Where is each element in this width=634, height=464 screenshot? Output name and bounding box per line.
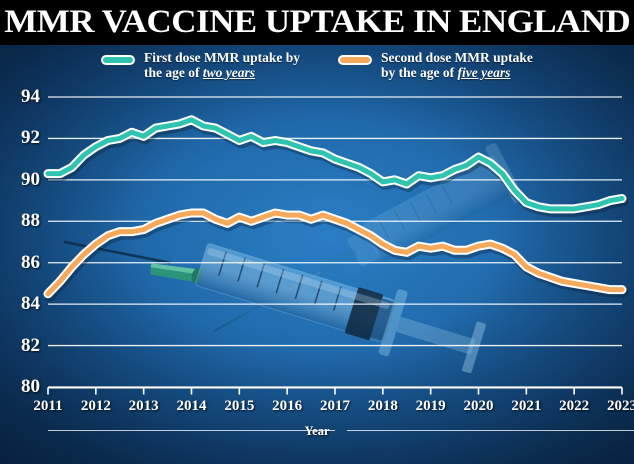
legend-item-first-dose[interactable]: First dose MMR uptake by the age of two y… xyxy=(101,50,301,80)
series-second-dose xyxy=(43,208,629,302)
legend-item-second-dose[interactable]: Second dose MMR uptake by the age of five… xyxy=(338,50,533,80)
legend-label-second-dose: Second dose MMR uptake by the age of five… xyxy=(381,50,533,80)
title-bar: MMR VACCINE UPTAKE IN ENGLAND xyxy=(0,0,634,45)
legend-swatch-first-dose-icon xyxy=(101,55,136,65)
plot-area xyxy=(43,96,629,395)
legend: First dose MMR uptake by the age of two y… xyxy=(0,45,634,90)
legend-swatch-second-dose-icon xyxy=(338,55,373,65)
legend-label-first-dose: First dose MMR uptake by the age of two y… xyxy=(144,50,301,80)
series-first-dose xyxy=(43,115,629,217)
x-axis xyxy=(47,386,623,395)
page-title: MMR VACCINE UPTAKE IN ENGLAND xyxy=(4,4,631,40)
